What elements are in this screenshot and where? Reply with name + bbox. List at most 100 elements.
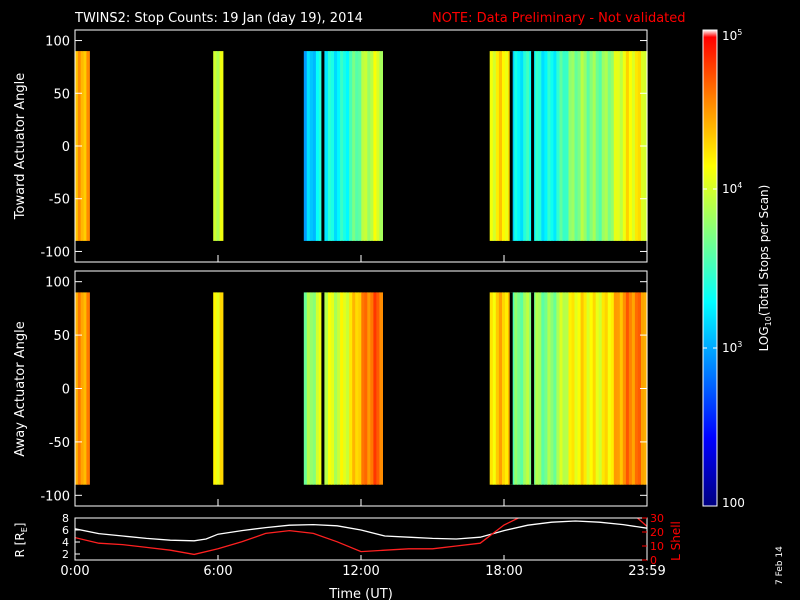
heatmap-cell [376, 51, 380, 241]
heatmap-cell [637, 51, 642, 241]
y-tick-label: 100 [45, 35, 70, 50]
heatmap-cell [559, 292, 564, 485]
heatmap-cell [601, 292, 606, 485]
heatmap-cell [340, 51, 344, 241]
colorbar-tick-low-base: 10 [722, 341, 737, 355]
colorbar-tick-mid-base: 10 [722, 182, 737, 196]
heatmap-cell [523, 51, 527, 241]
heatmap-cell [213, 292, 217, 485]
heatmap-cell [565, 292, 570, 485]
heatmap-cell [598, 292, 603, 485]
colorbar-label: LOG10(Total Stops per Scan) [757, 185, 773, 352]
figure-title: TWINS2: Stop Counts: 19 Jan (day 19), 20… [74, 11, 686, 26]
heatmap-cell [535, 292, 539, 485]
heatmap-cell [592, 51, 597, 241]
data-gap [321, 292, 325, 485]
y-tick-label: 4 [62, 536, 69, 549]
heatmap-cell [610, 292, 615, 485]
heatmap-cell [373, 51, 377, 241]
heatmap-cell [318, 292, 323, 485]
heatmap-cell [514, 51, 518, 241]
heatmap-cell [337, 292, 341, 485]
colorbar-tick-low-exp: 3 [737, 340, 742, 349]
heatmap-cell [505, 292, 509, 485]
colorbar-tick-mid: 104 [722, 181, 742, 196]
colorbar-tick-top-base: 10 [722, 29, 737, 43]
heatmap-cell [610, 51, 615, 241]
heatmap-cell [586, 51, 591, 241]
heatmap-cell [379, 292, 383, 485]
heatmap-cell [580, 292, 585, 485]
heatmap-cell [355, 292, 359, 485]
heatmap-cell [505, 51, 509, 241]
y2-tick-label: 30 [650, 512, 664, 525]
colorbar-tick-top: 105 [722, 28, 742, 43]
y-tick-label: 50 [53, 329, 70, 344]
heatmap-cell [571, 51, 576, 241]
y-axis-label-close: ] [13, 523, 27, 528]
heatmap-cell [589, 51, 594, 241]
heatmap-cell [622, 292, 627, 485]
data-gap [509, 292, 513, 485]
heatmap-cell [346, 51, 350, 241]
heatmap-cell [547, 51, 551, 241]
heatmap-cell [544, 292, 548, 485]
x-tick-label: 0:00 [60, 564, 89, 579]
heatmap-cell [613, 51, 618, 241]
heatmap-cell [604, 51, 609, 241]
heatmap-cell [586, 292, 591, 485]
heatmap-cell [489, 51, 494, 241]
heatmap-cell [571, 292, 576, 485]
heatmap-cell [637, 292, 642, 485]
heatmap-cell [219, 292, 224, 485]
heatmap-cell [556, 292, 560, 485]
heatmap-cell [495, 51, 500, 241]
heatmap-cell [595, 51, 600, 241]
heatmap-cell [361, 51, 365, 241]
heatmap-cell [355, 51, 359, 241]
heatmap-cell [334, 51, 338, 241]
heatmap-cell [303, 292, 308, 485]
y-axis-label-sub: E [20, 527, 29, 532]
heatmap-cell [216, 51, 221, 241]
preliminary-note: NOTE: Data Preliminary - Not validated [432, 11, 686, 26]
heatmap-cell [634, 51, 639, 241]
data-gap [531, 51, 535, 241]
heatmap-cell [306, 292, 311, 485]
heatmap-cell [331, 292, 335, 485]
heatmap-cell [325, 51, 329, 241]
y-tick-label: -50 [49, 436, 70, 451]
heatmap-cell [541, 292, 545, 485]
heatmap-cell [544, 51, 548, 241]
heatmap-cell [616, 292, 621, 485]
y2-tick-label: 20 [650, 526, 664, 539]
heatmap-cell [373, 292, 377, 485]
title-text: TWINS2: Stop Counts: 19 Jan (day 19), 20… [74, 11, 363, 26]
heatmap-cell [601, 51, 606, 241]
x-tick-label: 12:00 [342, 564, 379, 579]
series-line-L [75, 518, 521, 556]
heatmap-cell [562, 51, 567, 241]
heatmap-cell [328, 292, 332, 485]
colorbar-label-main: LOG [757, 326, 771, 351]
y-axis-label: Toward Actuator Angle [13, 73, 28, 220]
heatmap-cell [318, 51, 323, 241]
heatmap-cell [517, 51, 521, 241]
colorbar-tick-top-exp: 5 [737, 28, 742, 37]
colorbar-tick-mid-exp: 4 [737, 181, 742, 190]
heatmap-cell [562, 292, 567, 485]
data-gap [509, 51, 513, 241]
heatmap-cell [83, 51, 88, 241]
heatmap-cell [80, 51, 85, 241]
data-gap [321, 51, 325, 241]
heatmap-cell [86, 51, 90, 241]
heatmap-cell [315, 51, 320, 241]
heatmap-cell [334, 292, 338, 485]
heatmap-cell [553, 51, 557, 241]
y-tick-label: 2 [62, 548, 69, 561]
x-tick-label: 6:00 [203, 564, 232, 579]
heatmap-cell [364, 292, 368, 485]
heatmap-cell [517, 292, 521, 485]
